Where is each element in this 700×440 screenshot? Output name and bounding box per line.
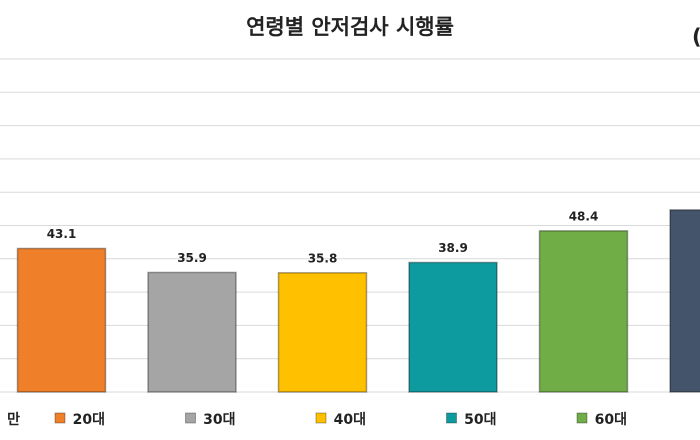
- bar: [538, 230, 629, 393]
- value-label: 43.1: [47, 227, 77, 241]
- legend-marker: [576, 412, 588, 424]
- legend-marker: [446, 412, 457, 424]
- bar: [277, 272, 368, 393]
- legend-label: 40대: [334, 412, 366, 428]
- legend-label: 50대: [464, 412, 496, 428]
- legend-marker: [315, 412, 327, 424]
- legend-marker: [185, 412, 196, 424]
- bar: [16, 247, 107, 393]
- value-label: 48.4: [569, 209, 599, 223]
- bar: [408, 261, 498, 393]
- value-label: 35.8: [308, 251, 338, 265]
- legend-label: 만: [7, 412, 20, 428]
- bar: [669, 209, 700, 393]
- bar: [147, 271, 237, 393]
- value-label: 38.9: [438, 241, 468, 255]
- legend-marker: [54, 412, 66, 424]
- unit-label: (: [692, 25, 700, 49]
- legend-label: 30대: [203, 412, 235, 428]
- legend-label: 60대: [595, 412, 627, 428]
- chart-title: 연령별 안저검사 시행률: [246, 15, 454, 39]
- legend-label: 20대: [73, 412, 105, 428]
- value-label: 35.9: [177, 251, 207, 265]
